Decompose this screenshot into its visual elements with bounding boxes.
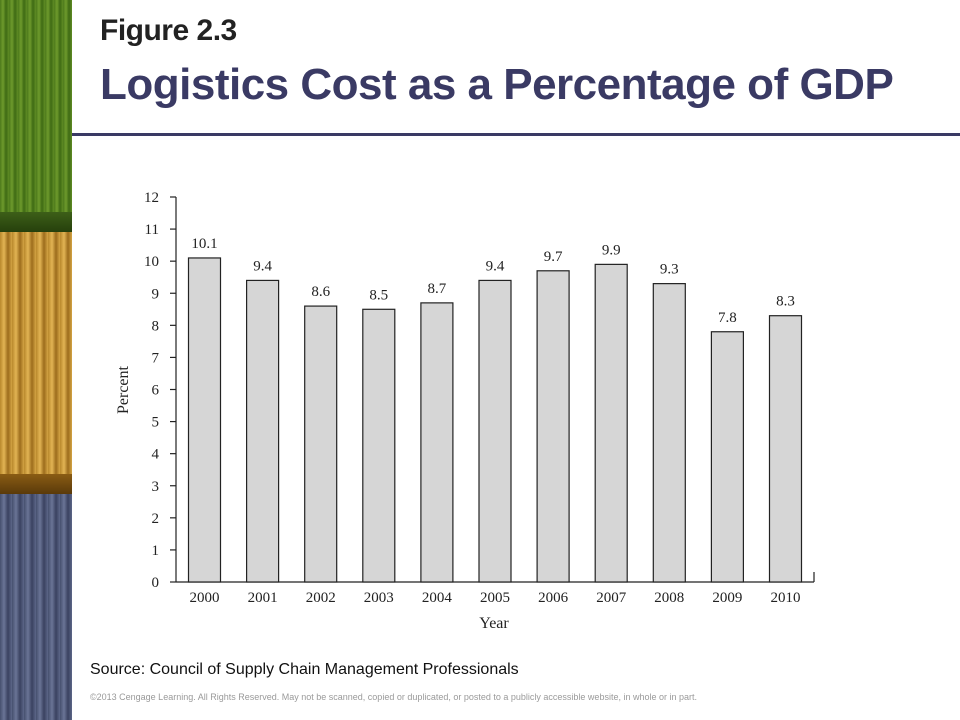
x-axis-title: Year: [479, 615, 509, 632]
y-tick-label: 12: [144, 190, 159, 206]
bar: [187, 257, 222, 583]
figure-label: Figure 2.3: [100, 14, 237, 47]
green-container-image: [0, 0, 72, 232]
y-tick-label: 9: [152, 286, 160, 302]
x-tick-label: 2010: [771, 590, 801, 606]
y-tick-label: 1: [152, 543, 160, 559]
y-tick-label: 0: [152, 575, 160, 591]
bar: [536, 270, 570, 583]
y-tick-label: 10: [144, 254, 159, 270]
y-tick-label: 7: [152, 350, 160, 366]
x-tick-label: 2003: [364, 590, 394, 606]
data-label: 8.5: [369, 287, 388, 303]
x-tick-label: 2002: [306, 590, 336, 606]
data-label: 8.6: [311, 284, 330, 300]
data-label: 7.8: [718, 310, 737, 326]
data-label: 8.3: [776, 294, 795, 310]
bar: [710, 331, 745, 583]
y-tick-label: 11: [145, 222, 159, 238]
copyright-note: ©2013 Cengage Learning. All Rights Reser…: [90, 692, 697, 702]
y-tick-label: 8: [152, 318, 160, 334]
x-tick-label: 2006: [538, 590, 569, 606]
data-label: 9.3: [660, 262, 679, 278]
bar: [768, 315, 803, 583]
x-tick-label: 2009: [712, 590, 742, 606]
bar: [420, 302, 454, 583]
y-tick-label: 6: [152, 383, 160, 399]
x-tick-label: 2004: [422, 590, 453, 606]
data-label: 10.1: [191, 236, 217, 252]
x-tick-label: 2001: [248, 590, 278, 606]
bar: [304, 305, 338, 583]
y-axis-title: Percent: [115, 365, 132, 414]
y-tick-label: 5: [152, 415, 160, 431]
y-tick-label: 2: [152, 511, 160, 527]
title-divider: [72, 133, 960, 136]
x-tick-label: 2000: [190, 590, 220, 606]
x-tick-label: 2007: [596, 590, 627, 606]
data-label: 8.7: [428, 281, 447, 297]
bar: [478, 279, 512, 583]
data-label: 9.4: [253, 258, 272, 274]
data-label: 9.9: [602, 242, 621, 258]
bar: [362, 308, 396, 583]
y-tick-label: 3: [152, 479, 160, 495]
orange-container-image: [0, 232, 72, 494]
decorative-side-strip: [0, 0, 72, 720]
data-label: 9.7: [544, 249, 563, 265]
slide-title: Logistics Cost as a Percentage of GDP: [100, 60, 894, 109]
y-tick-label: 4: [152, 447, 160, 463]
blue-container-image: [0, 494, 72, 720]
data-label: 9.4: [486, 258, 505, 274]
bar: [652, 283, 686, 583]
source-note: Source: Council of Supply Chain Manageme…: [90, 661, 519, 678]
x-tick-label: 2005: [480, 590, 510, 606]
bar: [594, 263, 628, 583]
bar-chart: 012345678910111210.120009.420018.620028.…: [115, 190, 815, 632]
x-tick-label: 2008: [654, 590, 684, 606]
bar: [246, 279, 280, 583]
